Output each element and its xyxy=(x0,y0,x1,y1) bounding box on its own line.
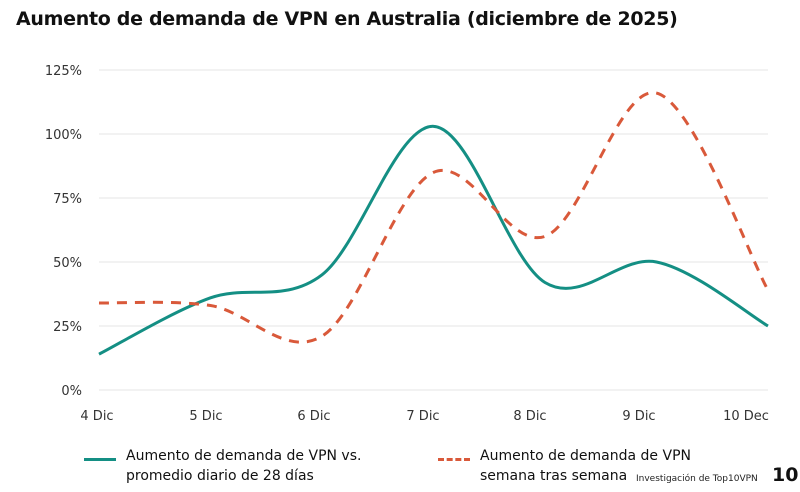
legend-swatch-solid xyxy=(84,458,116,461)
line-chart: 0% 25% 50% 75% 100% 125% 4 Dic 5 Dic 6 Dic 7 Dic 8… xyxy=(45,64,770,424)
y-tick-label: 100% xyxy=(45,128,82,143)
legend-label: Aumento de demanda de VPN xyxy=(480,448,691,464)
series-line-1 xyxy=(98,124,769,356)
legend-label: promedio diario de 28 días xyxy=(126,468,314,484)
x-tick-label: 9 Dic xyxy=(622,409,655,424)
brand-logo: 10 xyxy=(772,464,799,486)
legend-entry-1: Aumento de demanda de VPN vs. promedio d… xyxy=(126,446,361,486)
x-tick-label: 10 Dec xyxy=(723,409,769,424)
legend-entry-2: Aumento de demanda de VPN semana tras se… xyxy=(480,446,691,486)
x-tick-label: 5 Dic xyxy=(189,409,222,424)
legend-label: Aumento de demanda de VPN vs. xyxy=(126,448,362,464)
x-tick-label: 8 Dic xyxy=(513,409,546,424)
y-tick-label: 25% xyxy=(53,320,82,335)
chart-title: Aumento de demanda de VPN en Australia (… xyxy=(16,8,678,30)
legend-swatch-dashed xyxy=(438,458,470,461)
series-line-2 xyxy=(98,91,770,344)
y-tick-label: 50% xyxy=(53,256,82,271)
legend-label: semana tras semana xyxy=(480,468,628,484)
x-tick-label: 4 Dic xyxy=(80,409,113,424)
y-tick-label: 125% xyxy=(45,64,82,79)
source-credit: Investigación de Top10VPN xyxy=(636,474,758,484)
x-tick-label: 6 Dic xyxy=(297,409,330,424)
x-tick-label: 7 Dic xyxy=(406,409,439,424)
y-tick-label: 75% xyxy=(53,192,82,207)
y-tick-label: 0% xyxy=(61,384,82,399)
